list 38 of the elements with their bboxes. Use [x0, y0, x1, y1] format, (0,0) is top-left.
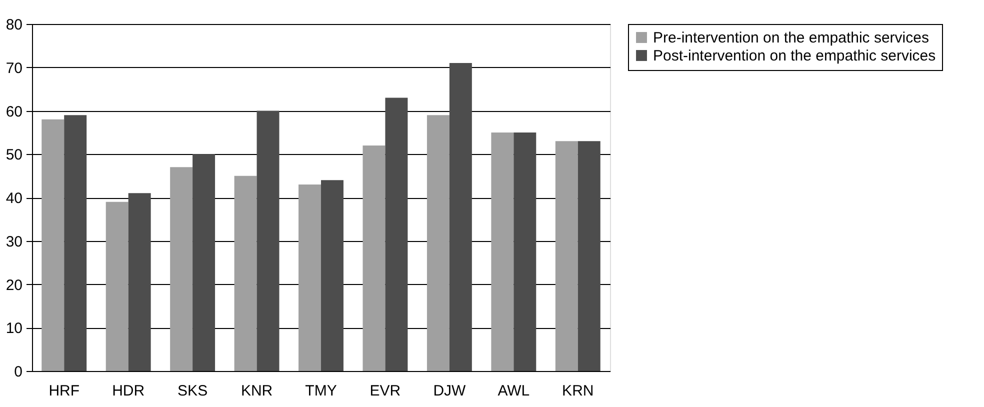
x-tick-label: AWL [498, 382, 530, 400]
bar [298, 184, 321, 371]
x-tick-label: TMY [305, 382, 337, 400]
x-tick-label: HDR [112, 382, 145, 400]
y-tick-label: 70 [6, 60, 22, 77]
x-tick-label: SKS [178, 382, 208, 400]
bar [449, 63, 472, 371]
y-tick-label: 40 [6, 190, 22, 207]
y-tick-label: 30 [6, 233, 22, 250]
x-tick-label: KNR [240, 382, 273, 400]
bar [555, 141, 578, 371]
bar [42, 119, 64, 371]
y-tick-label: 10 [6, 320, 22, 338]
bar [491, 132, 514, 371]
bar [362, 145, 386, 371]
x-tick-label: EVR [370, 382, 401, 400]
y-tick-label: 0 [14, 364, 22, 380]
legend-label: Pre-intervention on the empathic services [653, 30, 929, 46]
bar [256, 110, 280, 371]
bar [192, 154, 216, 371]
x-tick-label: KRN [562, 382, 594, 400]
y-tick-label: 50 [6, 146, 22, 164]
bar [170, 167, 193, 371]
x-tick-label: HRF [48, 382, 80, 400]
bar [514, 132, 536, 371]
bar [578, 141, 600, 371]
x-tick-label: DJW [433, 382, 467, 400]
bar [426, 115, 450, 371]
bar [234, 176, 257, 371]
bar [64, 115, 87, 371]
bar [321, 180, 344, 371]
legend-label: Post-intervention on the empathic services [653, 48, 936, 64]
y-tick-label: 80 [6, 16, 22, 34]
bar [385, 98, 408, 371]
bar [128, 193, 151, 371]
bar [106, 202, 128, 371]
y-tick-label: 20 [6, 276, 22, 294]
y-tick-label: 60 [6, 103, 22, 120]
